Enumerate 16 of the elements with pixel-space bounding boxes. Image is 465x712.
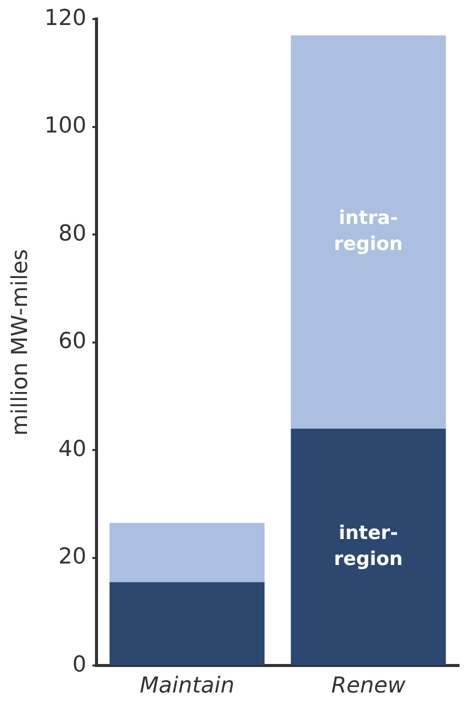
series-label: intra-region [334, 206, 403, 255]
x-tick-label: Renew [331, 674, 406, 699]
y-tick-label: 0 [72, 652, 86, 678]
y-tick-label: 60 [58, 329, 86, 354]
y-tick-label: 40 [58, 436, 86, 462]
y-tick-label: 80 [58, 221, 86, 246]
y-axis-title: million MW-miles [8, 249, 33, 436]
y-tick-label: 20 [58, 544, 86, 570]
bar [110, 582, 265, 666]
bar [290, 35, 446, 429]
bar [290, 428, 446, 666]
y-tick-label: 120 [44, 6, 86, 31]
y-tick-label: 100 [44, 114, 86, 139]
series-label: inter-region [334, 522, 403, 570]
bar [110, 522, 265, 582]
x-tick-label: Maintain [140, 674, 234, 699]
